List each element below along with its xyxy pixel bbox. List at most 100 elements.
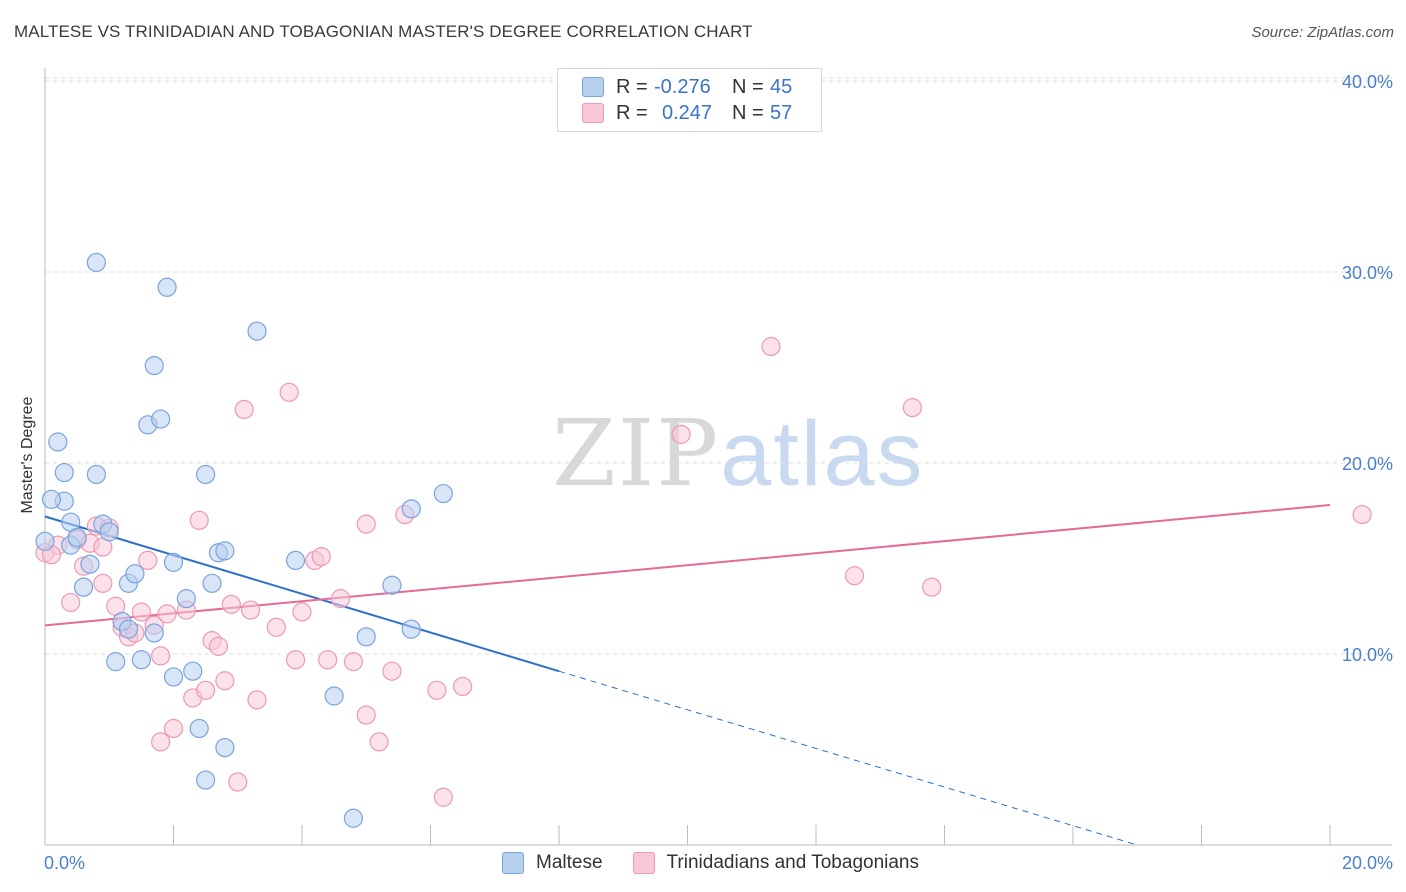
legend-r-label: R = xyxy=(616,101,648,124)
trini-point xyxy=(343,652,363,672)
maltese-point xyxy=(189,718,209,739)
maltese-point xyxy=(343,808,363,828)
legend-item-maltese: Maltese xyxy=(502,852,603,874)
trini-point xyxy=(453,676,473,697)
legend-item-trini: Trinidadians and Tobagonians xyxy=(632,852,919,874)
trini-point xyxy=(215,671,235,691)
y-tick-label: 10.0% xyxy=(1342,645,1393,665)
maltese-point xyxy=(433,483,453,504)
chart-title: MALTESE VS TRINIDADIAN AND TOBAGONIAN MA… xyxy=(14,22,753,41)
maltese-point xyxy=(48,432,68,452)
legend-swatch-trini xyxy=(632,852,655,874)
maltese-point xyxy=(382,575,402,595)
trini-point xyxy=(1352,504,1372,525)
maltese-point xyxy=(151,409,171,429)
maltese-trend-extension xyxy=(558,670,1138,846)
maltese-point xyxy=(67,527,87,548)
trini-point xyxy=(151,646,171,666)
legend-label-maltese: Maltese xyxy=(536,852,603,873)
maltese-point xyxy=(247,321,267,341)
trini-point xyxy=(61,592,81,613)
legend-label-trini: Trinidadians and Tobagonians xyxy=(666,852,919,873)
legend-n-value: 57 xyxy=(770,101,793,124)
y-axis-label: Master's Degree xyxy=(19,396,36,513)
maltese-point xyxy=(73,577,94,597)
trini-point xyxy=(234,399,254,420)
legend-row-maltese: R = -0.276 N = 45 xyxy=(582,75,792,99)
trini-point xyxy=(93,573,113,593)
trini-point xyxy=(671,424,691,444)
y-tick-label: 20.0% xyxy=(1342,454,1393,474)
maltese-point xyxy=(144,355,164,376)
data-points xyxy=(35,252,1372,828)
maltese-point xyxy=(401,499,421,519)
correlation-legend: R = -0.276 N = 45 R = 0.247 N = 57 xyxy=(557,68,822,132)
maltese-trend-line xyxy=(44,515,560,673)
trini-point xyxy=(241,600,261,620)
maltese-point xyxy=(196,464,216,485)
trini-point xyxy=(138,550,158,571)
trini-point xyxy=(285,650,306,670)
maltese-point xyxy=(125,564,145,584)
legend-row-trini: R = 0.247 N = 57 xyxy=(582,101,792,125)
trini-point xyxy=(318,650,338,670)
trini-point xyxy=(382,661,402,681)
maltese-point xyxy=(215,541,235,561)
trini-point xyxy=(208,636,229,656)
x-tick-label: 20.0% xyxy=(1342,853,1393,873)
maltese-point xyxy=(176,589,196,609)
grid-lines xyxy=(45,77,1392,655)
y-tick-label: 40.0% xyxy=(1342,72,1393,92)
maltese-point xyxy=(163,667,184,687)
legend-r-value: 0.247 xyxy=(662,101,713,124)
legend-swatch-maltese xyxy=(502,852,524,874)
trini-point xyxy=(247,690,267,710)
maltese-point xyxy=(54,462,74,483)
trini-point xyxy=(330,589,351,609)
maltese-point xyxy=(215,737,235,758)
maltese-point xyxy=(285,550,306,571)
trini-point xyxy=(189,510,209,530)
maltese-point xyxy=(401,619,421,639)
trini-point xyxy=(761,336,781,357)
maltese-point xyxy=(86,252,107,273)
legend-swatch-maltese xyxy=(582,77,604,97)
x-tick-label: 0.0% xyxy=(44,853,85,873)
axes xyxy=(44,68,1392,846)
trini-point xyxy=(279,382,299,402)
trini-point xyxy=(922,577,942,597)
maltese-point xyxy=(196,770,216,790)
tick-labels: 10.0% 20.0% 30.0% 40.0% 0.0% 20.0% xyxy=(44,72,1393,873)
trini-point xyxy=(196,680,216,700)
trini-point xyxy=(427,680,447,700)
source-label: Source: ZipAtlas.com xyxy=(1251,24,1394,41)
y-tick-label: 30.0% xyxy=(1342,263,1393,283)
maltese-point xyxy=(356,627,376,647)
legend-n-value: 45 xyxy=(770,75,793,98)
trini-trend-line xyxy=(44,504,1331,627)
maltese-point xyxy=(41,489,62,509)
trini-point xyxy=(356,705,376,725)
legend-swatch-trini xyxy=(582,103,604,123)
maltese-point xyxy=(86,464,107,485)
trini-point xyxy=(221,594,241,614)
trini-point xyxy=(228,772,248,792)
maltese-point xyxy=(183,661,203,681)
watermark-atlas: atlas xyxy=(720,403,925,505)
trini-point xyxy=(433,787,453,807)
maltese-point xyxy=(131,650,151,670)
maltese-point xyxy=(163,552,184,572)
trini-point xyxy=(131,602,151,622)
trini-point xyxy=(369,732,389,752)
maltese-point xyxy=(35,531,55,551)
watermark-zip: ZIP xyxy=(552,400,721,507)
trini-point xyxy=(356,514,376,534)
legend-n-label: N = xyxy=(732,101,764,124)
trini-point xyxy=(844,566,865,586)
trini-point xyxy=(902,398,922,418)
legend-n-label: N = xyxy=(732,75,764,98)
trini-point xyxy=(292,602,312,622)
series-legend: Maltese Trinidadians and Tobagonians xyxy=(502,852,949,874)
legend-r-label: R = xyxy=(616,75,648,98)
